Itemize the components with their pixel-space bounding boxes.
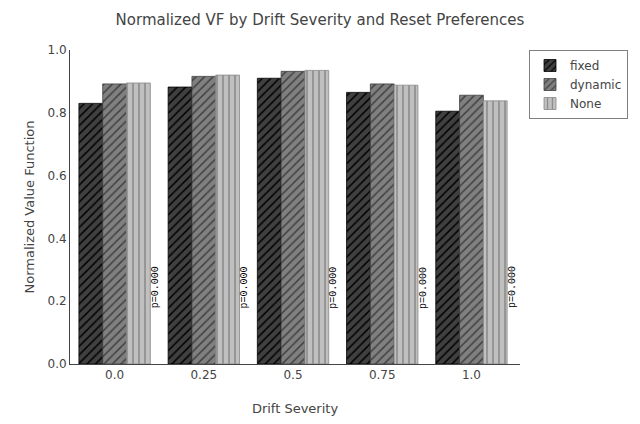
svg-text:0.0: 0.0: [105, 368, 124, 382]
svg-text:0.6: 0.6: [48, 169, 67, 183]
svg-text:0.4: 0.4: [48, 232, 67, 246]
svg-text:p=0.000: p=0.000: [328, 267, 339, 309]
svg-text:0.8: 0.8: [48, 106, 67, 120]
svg-text:Normalized Value Function: Normalized Value Function: [22, 121, 37, 294]
svg-text:Drift Severity: Drift Severity: [252, 401, 339, 416]
svg-text:p=0.000: p=0.000: [239, 266, 250, 308]
svg-text:dynamic: dynamic: [570, 78, 621, 92]
svg-text:None: None: [570, 97, 601, 111]
svg-text:0.2: 0.2: [48, 294, 67, 308]
svg-text:0.75: 0.75: [369, 368, 396, 382]
svg-text:0.0: 0.0: [48, 357, 67, 371]
svg-text:p=0.000: p=0.000: [418, 267, 429, 309]
svg-text:1.0: 1.0: [48, 43, 67, 57]
svg-text:p=0.000: p=0.000: [150, 266, 161, 308]
svg-text:0.25: 0.25: [190, 368, 217, 382]
svg-text:p=0.000: p=0.000: [507, 266, 518, 308]
svg-text:1.0: 1.0: [462, 368, 481, 382]
svg-text:Normalized VF by Drift Severit: Normalized VF by Drift Severity and Rese…: [116, 11, 525, 29]
svg-text:0.5: 0.5: [283, 368, 302, 382]
svg-text:fixed: fixed: [570, 59, 599, 73]
